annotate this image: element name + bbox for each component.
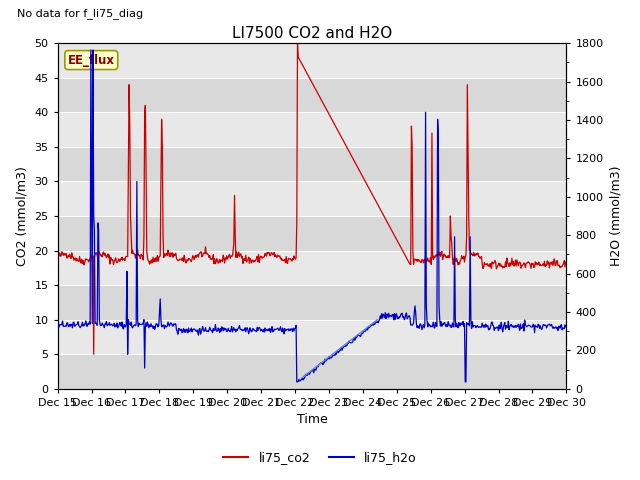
Bar <box>58 216 566 251</box>
Bar <box>58 147 566 181</box>
Bar <box>58 285 566 320</box>
Text: No data for f_li75_diag: No data for f_li75_diag <box>17 8 143 19</box>
Legend: li75_co2, li75_h2o: li75_co2, li75_h2o <box>218 446 422 469</box>
X-axis label: Time: Time <box>296 413 328 426</box>
Text: EE_flux: EE_flux <box>68 54 115 67</box>
Bar <box>58 181 566 216</box>
Bar <box>58 78 566 112</box>
Y-axis label: H2O (mmol/m3): H2O (mmol/m3) <box>609 166 622 266</box>
Bar <box>58 251 566 285</box>
Title: LI7500 CO2 and H2O: LI7500 CO2 and H2O <box>232 25 392 41</box>
Y-axis label: CO2 (mmol/m3): CO2 (mmol/m3) <box>16 166 29 266</box>
Bar <box>58 354 566 389</box>
Bar <box>58 320 566 354</box>
Bar <box>58 112 566 147</box>
Bar <box>58 43 566 78</box>
